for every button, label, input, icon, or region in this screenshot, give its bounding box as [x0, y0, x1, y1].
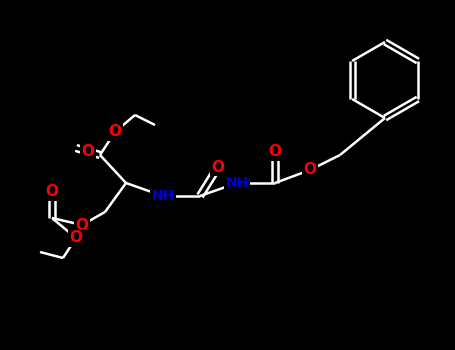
- Text: NH: NH: [152, 189, 175, 203]
- Text: O: O: [81, 145, 95, 160]
- Text: NH: NH: [225, 176, 248, 190]
- Text: O: O: [76, 217, 89, 232]
- Text: O: O: [108, 125, 121, 140]
- Text: O: O: [70, 231, 82, 245]
- Text: O: O: [212, 160, 224, 175]
- Text: O: O: [268, 145, 282, 160]
- Text: O: O: [46, 184, 59, 200]
- Text: O: O: [303, 162, 317, 177]
